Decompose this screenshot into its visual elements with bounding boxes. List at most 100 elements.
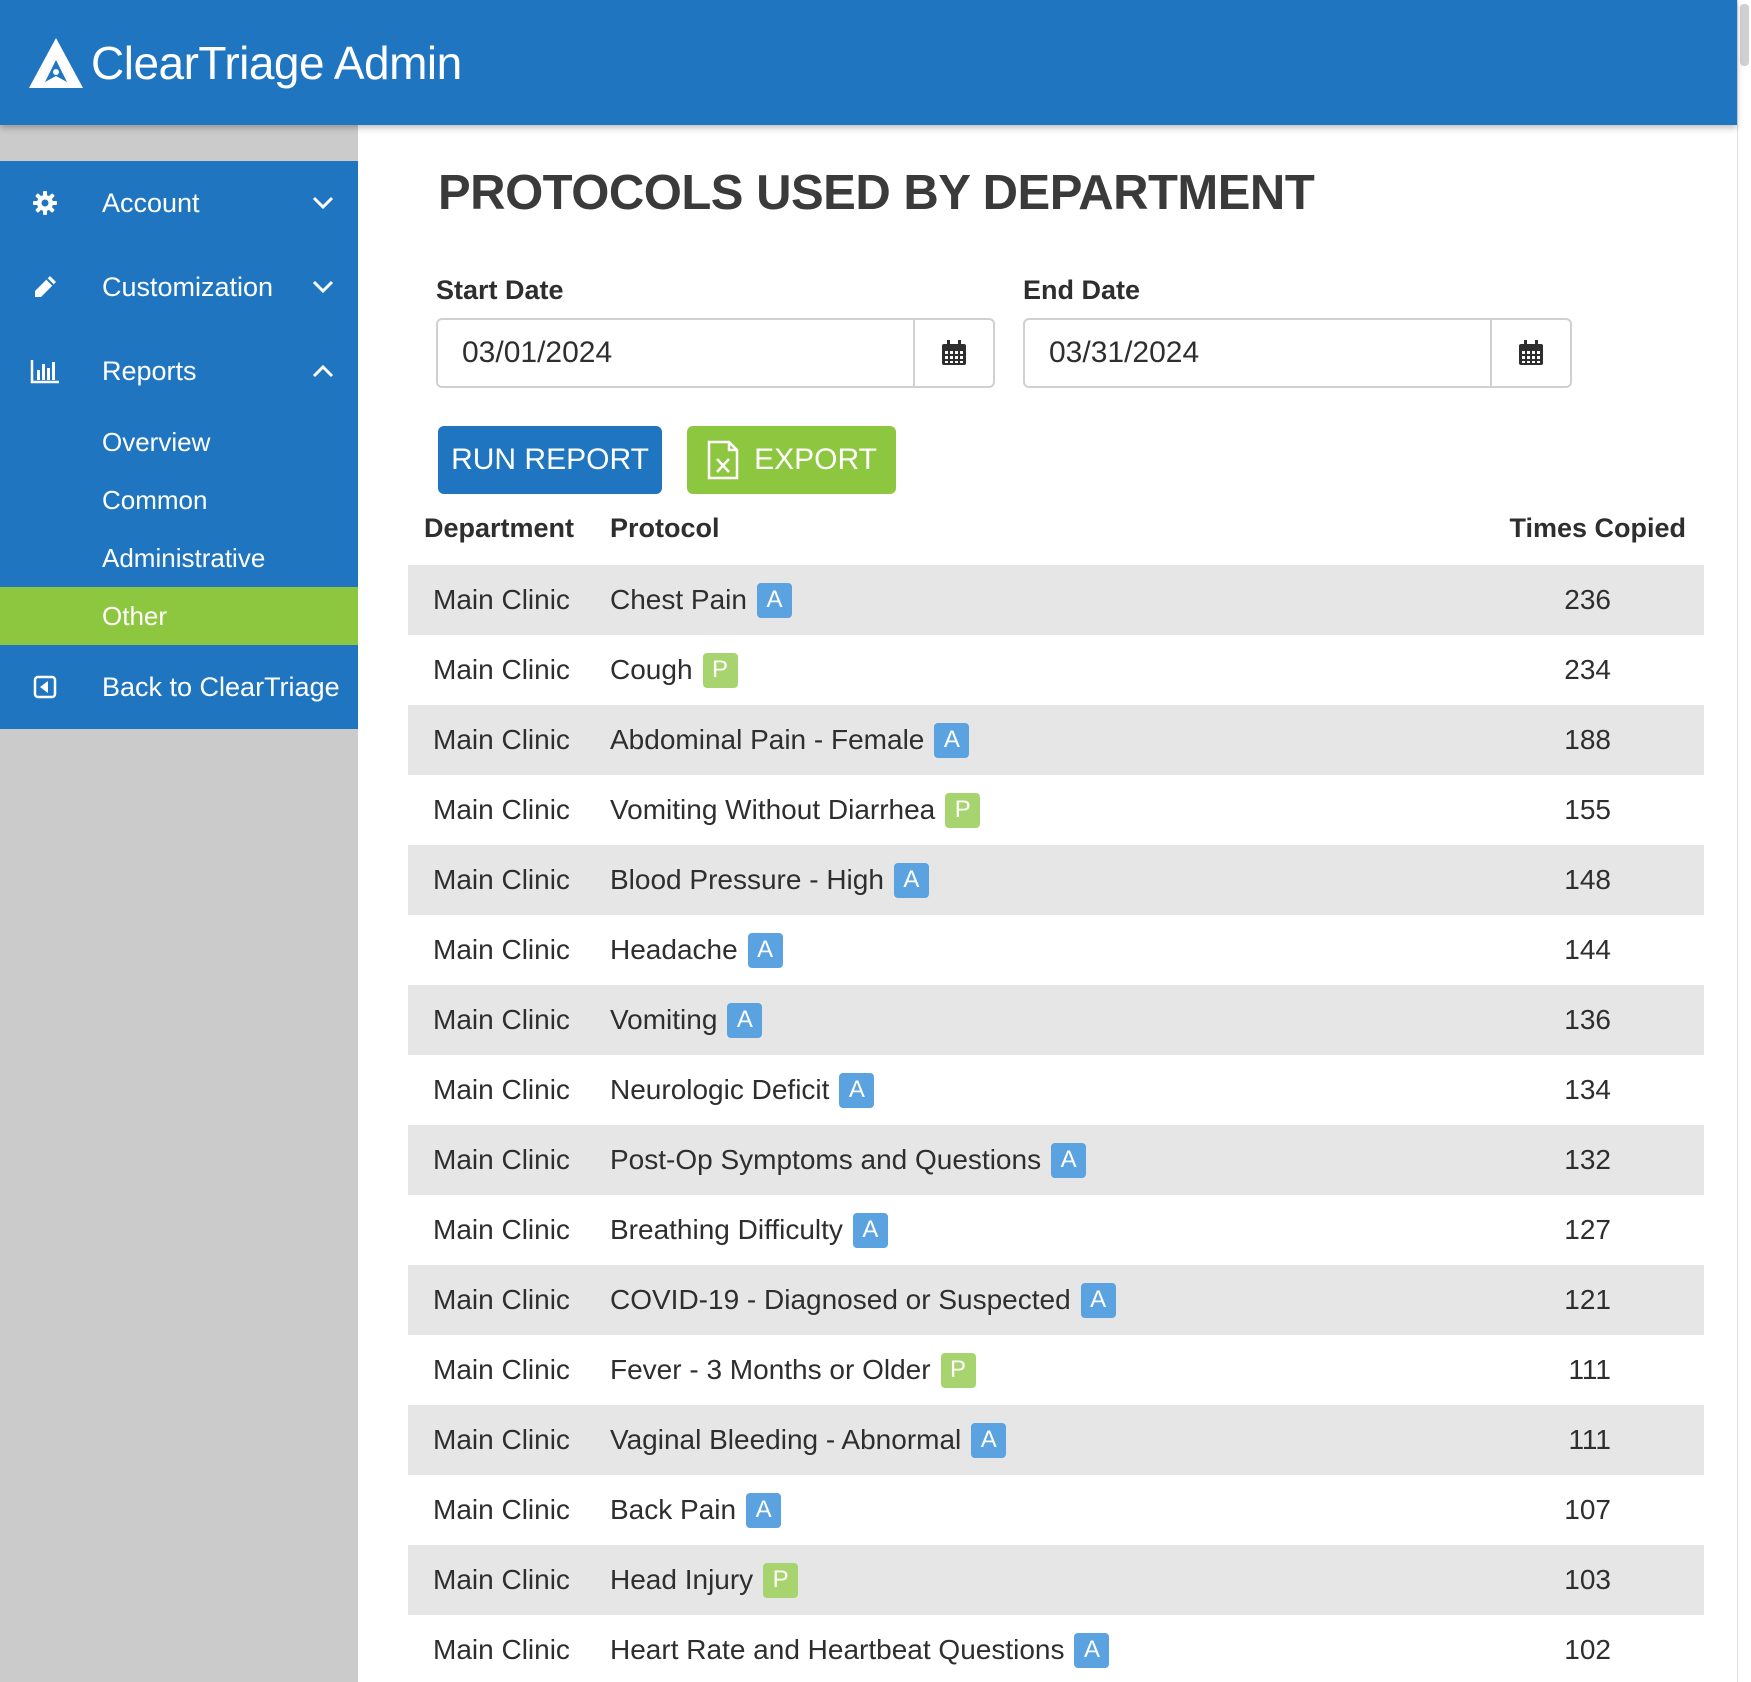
protocol-type-badge: A (1051, 1142, 1087, 1178)
protocol-name: Blood Pressure - High (610, 864, 884, 895)
calendar-icon (942, 340, 966, 365)
protocol-type-badge: A (1074, 1632, 1110, 1668)
table-row: Main Clinic Vomiting A 136 (408, 985, 1704, 1055)
protocol-cell: Vaginal Bleeding - Abnormal A (610, 1405, 1007, 1475)
sidebar-item-customization[interactable]: Customization (0, 245, 358, 329)
table-row: Main Clinic COVID-19 - Diagnosed or Suspe… (408, 1265, 1704, 1335)
department-cell: Main Clinic (433, 724, 570, 755)
cleartriage-logo-icon (29, 37, 83, 88)
sidebar-item-back[interactable]: Back to ClearTriage (0, 645, 358, 729)
times-copied-cell: 121 (1564, 1284, 1611, 1315)
department-cell: Main Clinic (433, 1424, 570, 1455)
protocol-type-badge: A (893, 862, 929, 898)
protocol-cell: Head Injury P (610, 1545, 799, 1615)
table-row: Main Clinic Breathing Difficulty A 127 (408, 1195, 1704, 1265)
department-cell: Main Clinic (433, 794, 570, 825)
protocol-name: Back Pain (610, 1494, 737, 1525)
export-button[interactable]: EXPORT (687, 426, 896, 494)
protocol-cell: Neurologic Deficit A (610, 1055, 875, 1125)
table-row: Main Clinic Heart Rate and Heartbeat Ques… (408, 1615, 1704, 1682)
table-row: Main Clinic Post-Op Symptoms and Question… (408, 1125, 1704, 1195)
column-header-protocol[interactable]: Protocol (610, 513, 720, 543)
times-copied-cell: 236 (1564, 584, 1611, 615)
chevron-up-icon (312, 364, 334, 378)
times-copied-cell: 134 (1564, 1074, 1611, 1105)
sidebar-nav: Account Customization (0, 161, 358, 729)
protocol-type-badge: P (945, 792, 981, 828)
protocol-cell: Back Pain A (610, 1475, 782, 1545)
department-cell: Main Clinic (433, 1004, 570, 1035)
times-copied-cell: 136 (1564, 1004, 1611, 1035)
sidebar-item-label: Back to ClearTriage (102, 671, 340, 702)
department-cell: Main Clinic (433, 584, 570, 615)
times-copied-cell: 188 (1564, 724, 1611, 755)
department-cell: Main Clinic (433, 934, 570, 965)
times-copied-cell: 144 (1564, 934, 1611, 965)
department-cell: Main Clinic (433, 1284, 570, 1315)
times-copied-cell: 155 (1564, 794, 1611, 825)
protocol-type-badge: P (763, 1562, 799, 1598)
protocol-type-badge: A (756, 582, 792, 618)
app-header: ClearTriage Admin (0, 0, 1737, 125)
start-date-label: Start Date (436, 275, 564, 305)
times-copied-cell: 103 (1564, 1564, 1611, 1595)
back-arrow-icon (30, 672, 60, 702)
sidebar-item-reports[interactable]: Reports (0, 329, 358, 413)
protocol-type-badge: P (702, 652, 738, 688)
protocol-name: Neurologic Deficit (610, 1074, 830, 1105)
export-button-label: EXPORT (754, 443, 877, 476)
protocol-type-badge: A (727, 1002, 763, 1038)
sidebar-subitem-common[interactable]: Common (102, 484, 208, 515)
table-row: Main Clinic Chest Pain A 236 (408, 565, 1704, 635)
scrollbar[interactable] (1737, 0, 1751, 1682)
bar-chart-icon (30, 356, 60, 386)
sidebar-subitem-administrative[interactable]: Administrative (102, 542, 266, 573)
protocol-type-badge: A (839, 1072, 875, 1108)
department-cell: Main Clinic (433, 1494, 570, 1525)
end-date-input[interactable]: 03/31/2024 (1049, 336, 1200, 369)
department-cell: Main Clinic (433, 864, 570, 895)
protocol-cell: Vomiting Without Diarrhea P (610, 775, 981, 845)
sidebar-subitem-other[interactable]: Other (0, 587, 358, 645)
sidebar-item-account[interactable]: Account (0, 161, 358, 245)
sidebar-item-label: Account (102, 187, 200, 218)
table-row: Main Clinic Headache A 144 (408, 915, 1704, 985)
times-copied-cell: 234 (1564, 654, 1611, 685)
protocol-name: Cough (610, 654, 693, 685)
times-copied-cell: 127 (1564, 1214, 1611, 1245)
protocol-name: Head Injury (610, 1564, 754, 1595)
protocol-name: Fever - 3 Months or Older (610, 1354, 931, 1385)
start-date-calendar-button[interactable] (913, 320, 993, 386)
table-row: Main Clinic Fever - 3 Months or Older P 111 (408, 1335, 1704, 1405)
times-copied-cell: 107 (1564, 1494, 1611, 1525)
table-row: Main Clinic Blood Pressure - High A 148 (408, 845, 1704, 915)
protocol-name: Post-Op Symptoms and Questions (610, 1144, 1042, 1175)
protocol-cell: Vomiting A (610, 985, 763, 1055)
chevron-down-icon (312, 196, 334, 210)
times-copied-cell: 111 (1568, 1424, 1611, 1455)
protocol-cell: Post-Op Symptoms and Questions A (610, 1125, 1087, 1195)
page-title: PROTOCOLS USED BY DEPARTMENT (438, 166, 1315, 220)
end-date-calendar-button[interactable] (1490, 320, 1570, 386)
column-header-department[interactable]: Department (424, 513, 575, 543)
protocol-cell: Chest Pain A (610, 565, 792, 635)
department-cell: Main Clinic (433, 1074, 570, 1105)
excel-file-icon (707, 440, 739, 480)
start-date-input[interactable]: 03/01/2024 (462, 336, 613, 369)
run-report-button[interactable]: RUN REPORT (438, 426, 662, 494)
protocol-cell: Blood Pressure - High A (610, 845, 929, 915)
start-date-field[interactable]: 03/01/2024 (436, 318, 995, 388)
sidebar-subitem-overview[interactable]: Overview (102, 426, 211, 457)
scrollbar-thumb[interactable] (1740, 4, 1749, 66)
table-row: Main Clinic Back Pain A 107 (408, 1475, 1704, 1545)
pencil-icon (30, 272, 60, 302)
protocol-type-badge: A (746, 1492, 782, 1528)
department-cell: Main Clinic (433, 654, 570, 685)
protocol-name: Vaginal Bleeding - Abnormal (610, 1424, 962, 1455)
end-date-field[interactable]: 03/31/2024 (1023, 318, 1572, 388)
protocol-cell: Abdominal Pain - Female A (610, 705, 970, 775)
protocol-type-badge: A (747, 932, 783, 968)
protocol-cell: Fever - 3 Months or Older P (610, 1335, 976, 1405)
protocol-cell: Heart Rate and Heartbeat Questions A (610, 1615, 1110, 1682)
column-header-times-copied[interactable]: Times Copied (1509, 513, 1686, 543)
